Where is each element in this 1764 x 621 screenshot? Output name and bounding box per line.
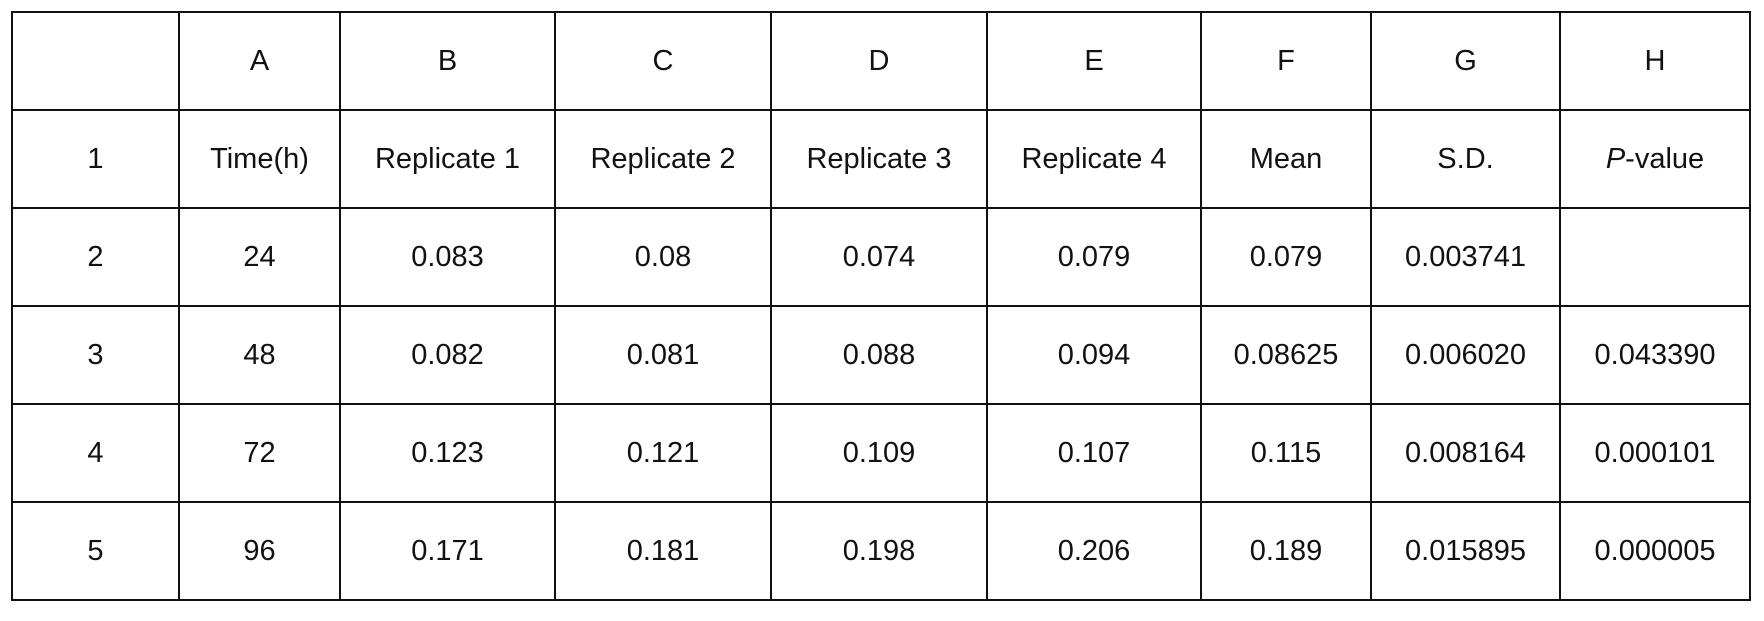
column-header: E <box>986 11 1202 111</box>
spreadsheet-table: A B C D E F G H 1 Time(h) Replicate 1 Replicate 2 Re… <box>11 11 1751 601</box>
table-row: 3 48 0.082 0.081 0.088 0.094 0.08625 0.006020 0.… <box>11 305 1751 405</box>
table-cell: 0.003741 <box>1370 207 1561 307</box>
row-header: 5 <box>11 501 180 601</box>
table-cell: 0.074 <box>770 207 988 307</box>
table-cell: Mean <box>1200 109 1372 209</box>
table-cell <box>1559 207 1751 307</box>
column-header: G <box>1370 11 1561 111</box>
table-cell: P-value <box>1559 109 1751 209</box>
column-header: H <box>1559 11 1751 111</box>
table-row: 4 72 0.123 0.121 0.109 0.107 0.115 0.008164 0.00… <box>11 403 1751 503</box>
table-cell: 0.109 <box>770 403 988 503</box>
table-cell: 0.094 <box>986 305 1202 405</box>
table-cell: 0.079 <box>986 207 1202 307</box>
row-header: 4 <box>11 403 180 503</box>
table-cell: 0.000005 <box>1559 501 1751 601</box>
table-cell: 0.043390 <box>1559 305 1751 405</box>
table-cell: 0.171 <box>339 501 556 601</box>
table-cell: 0.08 <box>554 207 772 307</box>
table-cell: 96 <box>178 501 341 601</box>
table-cell: 0.088 <box>770 305 988 405</box>
table-cell: S.D. <box>1370 109 1561 209</box>
table-cell: Replicate 2 <box>554 109 772 209</box>
table-cell: Replicate 1 <box>339 109 556 209</box>
table-cell: 0.107 <box>986 403 1202 503</box>
table-cell: 72 <box>178 403 341 503</box>
table-cell: 0.079 <box>1200 207 1372 307</box>
table-cell: 24 <box>178 207 341 307</box>
table-row: 2 24 0.083 0.08 0.074 0.079 0.079 0.003741 <box>11 207 1751 307</box>
table-row: 5 96 0.171 0.181 0.198 0.206 0.189 0.015895 0.00… <box>11 501 1751 601</box>
table-cell: 0.008164 <box>1370 403 1561 503</box>
column-header: D <box>770 11 988 111</box>
column-header: A <box>178 11 341 111</box>
table-cell: 0.121 <box>554 403 772 503</box>
row-header: 1 <box>11 109 180 209</box>
table-row: 1 Time(h) Replicate 1 Replicate 2 Replicate … <box>11 109 1751 209</box>
table-cell: Time(h) <box>178 109 341 209</box>
row-header: 2 <box>11 207 180 307</box>
table-cell: 0.081 <box>554 305 772 405</box>
table-cell: 0.006020 <box>1370 305 1561 405</box>
table-cell: Replicate 4 <box>986 109 1202 209</box>
table-cell: 0.123 <box>339 403 556 503</box>
column-header: F <box>1200 11 1372 111</box>
table-cell: 0.189 <box>1200 501 1372 601</box>
table-cell: 0.000101 <box>1559 403 1751 503</box>
table-cell: 0.082 <box>339 305 556 405</box>
table-cell: 0.181 <box>554 501 772 601</box>
table-cell: 48 <box>178 305 341 405</box>
column-header: C <box>554 11 772 111</box>
table-cell: 0.08625 <box>1200 305 1372 405</box>
table-cell: 0.083 <box>339 207 556 307</box>
table-cell: 0.198 <box>770 501 988 601</box>
table-cell: 0.206 <box>986 501 1202 601</box>
table-cell: 0.015895 <box>1370 501 1561 601</box>
row-header: 3 <box>11 305 180 405</box>
table-cell: Replicate 3 <box>770 109 988 209</box>
table-cell: 0.115 <box>1200 403 1372 503</box>
column-header <box>11 11 180 111</box>
column-header: B <box>339 11 556 111</box>
